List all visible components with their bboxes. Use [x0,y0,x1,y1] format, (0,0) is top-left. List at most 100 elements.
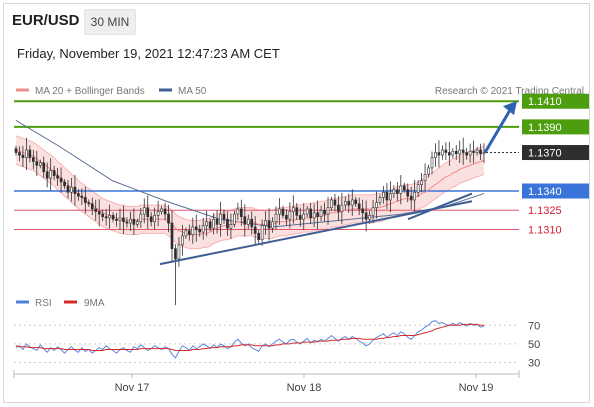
level-1-1340-box [522,183,589,199]
candle-body [170,222,174,250]
candle-body [371,207,375,216]
candle-body [163,208,167,215]
candle-body [142,207,146,215]
candle-body [323,209,326,215]
candle-body [458,149,462,155]
candle-body [56,175,59,179]
timeframe-button[interactable]: 30 MIN [84,9,136,35]
candle-body [90,203,94,210]
candle-body [285,215,288,220]
rsi-line [15,320,485,359]
candle-body [385,191,389,201]
candle-body [243,216,247,225]
bollinger-lower-line [15,163,485,250]
trendline-2 [407,192,473,221]
candle-body [136,221,139,225]
candle-body [115,218,118,221]
candle-body [215,218,219,225]
level-1-1390-box [522,119,589,135]
candle-body [63,181,66,187]
candle-body [378,197,382,203]
candle-body [25,149,28,158]
candle-body [316,212,319,217]
candle-body [347,200,351,206]
ma20-legend-label: MA 20 + Bollinger Bands [35,86,145,97]
candle-body [167,213,170,224]
level-1-1370-label: 1.1370 [528,148,562,160]
candle-body [406,189,410,197]
candle-body [146,207,150,217]
candle-body [444,149,448,153]
candle-body [382,191,385,198]
candle-body [423,174,427,182]
candle-body [18,152,21,156]
candle-body [250,218,254,228]
rsi-tick-30: 30 [528,358,540,370]
candle-body [49,170,52,179]
candle-body [32,157,35,162]
candle-body [309,208,312,219]
candle-body [330,199,333,208]
candle-body [226,218,229,229]
candle-body [222,213,226,220]
candle-body [454,150,458,155]
candle-body [292,207,295,212]
projection-arrow-shaft [483,109,512,154]
rsi-ma-line [15,323,484,351]
level-1-1325-label: 1.1325 [528,205,562,217]
candle-body [101,213,104,217]
candle-body [28,149,32,158]
credit-label: Research © 2021 Trading Central [435,86,584,97]
candle-body [420,180,423,185]
candle-body [84,197,87,203]
candle-body [240,208,243,217]
candle-body [305,208,309,215]
candle-body [132,218,136,225]
candle-body [344,200,347,206]
candle-body [38,162,42,166]
symbol-title: EUR/USD [12,12,80,29]
candle-body [236,208,240,215]
trendline-1 [159,200,473,266]
candle-body [253,226,257,234]
candle-body [59,177,63,183]
candle-body [212,218,215,229]
candle-body [229,224,233,229]
candle-body [413,191,416,201]
candle-body [129,218,132,224]
candle-body [219,213,222,225]
candle-body [448,152,451,156]
rsi-tick-50: 50 [528,339,540,351]
level-1-1390-label: 1.1390 [528,122,562,134]
candle-body [14,148,18,153]
candle-body [156,211,160,216]
candle-body [21,154,25,158]
candle-body [416,184,420,193]
candle-body [118,217,122,221]
candle-body [198,229,202,233]
candle-body [389,193,392,201]
candle-body [472,150,475,153]
candle-body [302,213,306,220]
rsi-layer: 70 50 30 [14,320,540,370]
candle-body [205,221,208,226]
candle-body [257,233,260,241]
candle-body [441,149,444,156]
candle-body [80,195,84,198]
candle-body [402,185,406,191]
candle-body [35,161,39,166]
candle-body [201,225,205,233]
candle-body [139,213,143,223]
candle-body [208,221,212,229]
level-1-1370-box [522,145,589,161]
candle-body [461,149,465,153]
candle-body [364,212,368,220]
candle-body [271,221,274,229]
candle-body [430,157,434,169]
rsi-ma-legend-label: 9MA [84,298,105,309]
candle-body [122,217,125,223]
candle-body [87,202,91,205]
candle-body [246,218,250,225]
candle-body [45,171,49,179]
